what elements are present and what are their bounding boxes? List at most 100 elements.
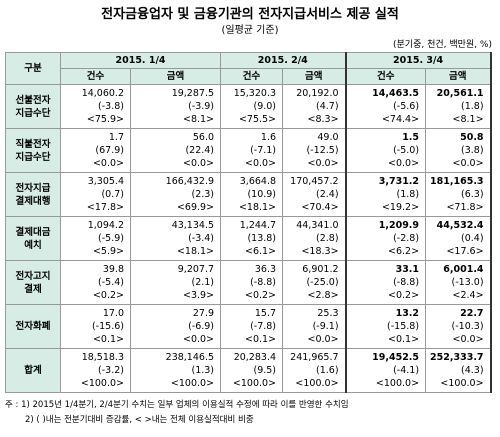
cell: 19,287.5 (-3.9) <8.1> <box>129 84 222 129</box>
period: 2015. 1/4 <box>59 52 222 69</box>
value: 44,341.0 <box>296 220 339 231</box>
row: 전자지급 결제대행 3,305.4 (0.7) <17.8> 166,432.9 (2.3)… <box>5 172 492 217</box>
row: 합계 18,518.3 (-3.2) <100.0> 238,146.5 (1.3) <10… <box>5 348 492 393</box>
value: 14,463.5 <box>372 88 420 99</box>
change: (1.6) <box>316 365 339 376</box>
change: (4.7) <box>316 101 339 112</box>
value: 1.5 <box>402 132 420 143</box>
share: <0.0> <box>388 158 420 169</box>
share: <2.8> <box>307 290 339 301</box>
cell: 15.7 (-7.8) <0.1> <box>220 304 284 349</box>
value: 3,305.4 <box>87 176 124 187</box>
cell: 1,094.2 (-5.9) <5.9> <box>60 216 131 261</box>
row: 전자고지 결제 39.8 (-5.4) <0.2> 9,207.7 (2.1) <3.9> 36… <box>5 260 492 305</box>
cell: 17.0 (-15.6) <0.1> <box>60 304 131 349</box>
row-label: 전자화폐 <box>5 304 61 349</box>
cell: 44,341.0 (2.8) <18.3> <box>282 216 347 261</box>
value: 43,134.5 <box>171 220 215 231</box>
cell: 44,532.4 (0.4) <17.6> <box>425 216 492 261</box>
change: (-3.2) <box>98 365 124 376</box>
cell: 22.7 (-10.3) <0.0> <box>425 304 492 349</box>
value: 19,287.5 <box>171 88 215 99</box>
value: 181,165.3 <box>430 176 484 187</box>
cell: 49.0 (-12.5) <0.0> <box>282 128 347 173</box>
value: 20,561.1 <box>436 88 484 99</box>
share: <0.0> <box>182 334 215 345</box>
change: (6.3) <box>461 189 484 200</box>
change: (-3.8) <box>98 101 124 112</box>
subtitle: (일평균 기준) <box>221 25 279 36</box>
change: (2.1) <box>191 277 215 288</box>
row-label: 전자고지 결제 <box>5 260 61 305</box>
share: <18.1> <box>238 202 277 213</box>
note: 주 : 1) 2015년 1/4분기, 2/4분기 수치는 일부 업체의 이용실… <box>5 400 349 410</box>
row: 직불전자 지급수단 1.7 (67.9) <0.0> 56.0 (22.4) <0.0> 1.6… <box>5 128 492 173</box>
row: 전자화폐 17.0 (-15.6) <0.1> 27.9 (-6.9) <0.0> 15.7 (… <box>5 304 492 349</box>
cell: 20,192.0 (4.7) <8.3> <box>282 84 347 129</box>
subheader: 건수 <box>60 68 131 85</box>
change: (-15.8) <box>387 321 420 332</box>
label-line: 예치 <box>24 239 42 251</box>
share: <75.9> <box>86 114 124 125</box>
cell: 56.0 (22.4) <0.0> <box>129 128 222 173</box>
value: 39.8 <box>102 264 124 275</box>
share: <0.0> <box>452 158 484 169</box>
value: 252,333.7 <box>430 352 484 363</box>
label-line: 전자화폐 <box>15 321 51 332</box>
share: <5.9> <box>92 246 124 257</box>
change: (2.8) <box>316 233 339 244</box>
value: 20,192.0 <box>296 88 339 99</box>
row-label: 전자지급 결제대행 <box>5 172 61 217</box>
change: (-6.9) <box>188 321 215 332</box>
share: <6.2> <box>388 246 420 257</box>
share: <0.1> <box>92 334 124 345</box>
cell: 252,333.7 (4.3) <100.0> <box>425 348 492 393</box>
change: (-9.1) <box>312 321 339 332</box>
value: 1,244.7 <box>239 220 277 231</box>
value: 17.0 <box>102 308 124 319</box>
cell: 241,965.7 (1.6) <100.0> <box>282 348 347 393</box>
share: <100.0> <box>80 378 124 389</box>
share: <2.4> <box>452 290 484 301</box>
change: (9.5) <box>253 365 277 376</box>
value: 6,901.2 <box>302 264 339 275</box>
subheader: 금액 <box>425 68 492 85</box>
share: <100.0> <box>295 378 339 389</box>
row-label: 합계 <box>5 348 61 393</box>
change: (-25.0) <box>306 277 339 288</box>
period: 2015. 3/4 <box>344 52 492 69</box>
subheader: 건수 <box>220 68 284 85</box>
change: (-4.1) <box>393 365 420 376</box>
header-row: 구분 2015. 1/4 2015. 2/4 2015. 3/4 <box>5 52 492 85</box>
cell: 25.3 (-9.1) <0.0> <box>282 304 347 349</box>
cell: 18,518.3 (-3.2) <100.0> <box>60 348 131 393</box>
label-line: 전자고지 <box>15 270 51 282</box>
share: <18.1> <box>176 246 215 257</box>
value: 19,452.5 <box>372 352 420 363</box>
share: <0.2> <box>92 290 124 301</box>
value: 25.3 <box>317 308 339 319</box>
cell: 238,146.5 (1.3) <100.0> <box>129 348 222 393</box>
cell: 13.2 (-15.8) <0.1> <box>344 304 427 349</box>
value: 20,283.4 <box>233 352 277 363</box>
cell: 3,664.8 (10.9) <18.1> <box>220 172 284 217</box>
share: <0.2> <box>388 290 420 301</box>
value: 44,532.4 <box>436 220 484 231</box>
cell: 1,209.9 (-2.8) <6.2> <box>344 216 427 261</box>
label-line: 지급수단 <box>15 151 51 163</box>
cell: 3,731.2 (1.8) <19.2> <box>344 172 427 217</box>
cell: 33.1 (-8.8) <0.2> <box>344 260 427 305</box>
change: (-2.8) <box>393 233 420 244</box>
value: 14,060.2 <box>81 88 124 99</box>
label-line: 전자지급 <box>15 182 51 194</box>
cell: 50.8 (3.8) <0.0> <box>425 128 492 173</box>
value: 27.9 <box>192 308 215 319</box>
row: 선불전자 지급수단 14,060.2 (-3.8) <75.9> 19,287.5 (-3.… <box>5 84 492 129</box>
share: <0.2> <box>244 290 277 301</box>
change: (-8.8) <box>393 277 420 288</box>
value: 6,001.4 <box>443 264 484 275</box>
share: <3.9> <box>182 290 215 301</box>
period: 2015. 2/4 <box>220 52 347 69</box>
change: (-5.0) <box>393 145 420 156</box>
